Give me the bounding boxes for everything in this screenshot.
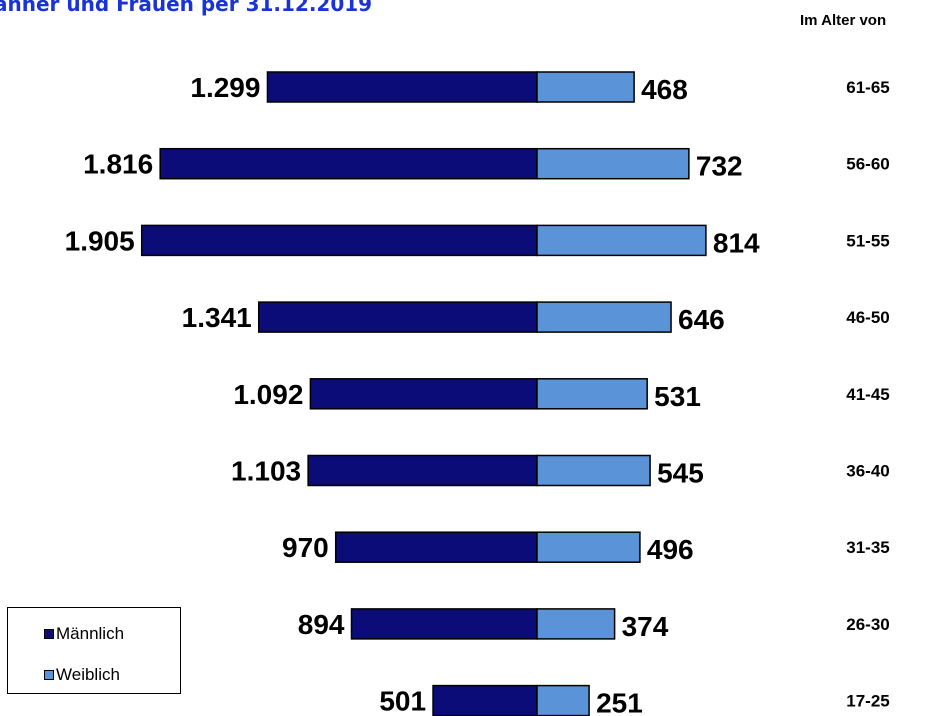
- legend-label-maennlich: Männlich: [56, 624, 125, 643]
- legend-item-maennlich: Männlich: [44, 624, 124, 644]
- bar-maennlich-31-35: [334, 531, 538, 563]
- value-label-maennlich-61-65: 1.299: [190, 72, 260, 103]
- bar-weiblich-36-40: [536, 454, 651, 487]
- bar-weiblich-46-50: [536, 301, 672, 333]
- bar-weiblich-61-65: [536, 71, 635, 103]
- category-label-26-30: 26-30: [846, 615, 889, 634]
- bar-weiblich-17-25: [536, 684, 590, 716]
- category-label-56-60: 56-60: [846, 155, 889, 174]
- value-label-weiblich-26-30: 374: [622, 611, 669, 642]
- category-label-17-25: 17-25: [846, 692, 889, 711]
- bar-weiblich-26-30: [536, 608, 616, 640]
- value-label-maennlich-31-35: 970: [282, 532, 329, 563]
- bar-maennlich-17-25: [432, 684, 538, 716]
- value-label-weiblich-46-50: 646: [678, 304, 725, 335]
- legend-swatch-maennlich: [44, 629, 54, 639]
- value-label-maennlich-51-55: 1.905: [65, 225, 135, 256]
- bar-maennlich-46-50: [257, 301, 538, 333]
- chart-title: änner und Frauen per 31.12.2019: [0, 0, 373, 16]
- category-label-51-55: 51-55: [846, 231, 889, 250]
- bar-maennlich-26-30: [350, 608, 538, 640]
- bar-maennlich-56-60: [159, 147, 538, 180]
- value-label-maennlich-46-50: 1.341: [182, 302, 252, 333]
- chart-legend: Männlich Weiblich: [7, 607, 181, 694]
- category-label-31-35: 31-35: [846, 538, 889, 557]
- bar-maennlich-61-65: [266, 71, 538, 103]
- category-label-36-40: 36-40: [846, 462, 889, 481]
- value-label-weiblich-51-55: 814: [713, 227, 760, 258]
- category-label-61-65: 61-65: [846, 78, 889, 97]
- category-label-46-50: 46-50: [846, 308, 889, 327]
- bar-weiblich-31-35: [536, 531, 641, 563]
- bar-maennlich-51-55: [140, 224, 538, 257]
- bar-weiblich-51-55: [536, 224, 707, 257]
- legend-label-weiblich: Weiblich: [56, 665, 120, 684]
- value-label-maennlich-56-60: 1.816: [83, 149, 153, 180]
- value-label-maennlich-41-45: 1.092: [233, 379, 303, 410]
- value-label-maennlich-26-30: 894: [298, 609, 345, 640]
- value-label-weiblich-31-35: 496: [647, 534, 694, 565]
- value-label-weiblich-61-65: 468: [641, 74, 688, 105]
- value-label-weiblich-56-60: 732: [696, 151, 743, 182]
- value-label-weiblich-36-40: 545: [657, 458, 704, 489]
- value-label-weiblich-17-25: 251: [596, 688, 643, 716]
- value-label-maennlich-17-25: 501: [379, 686, 426, 716]
- bar-maennlich-36-40: [307, 454, 538, 487]
- legend-item-weiblich: Weiblich: [44, 665, 120, 685]
- bar-maennlich-41-45: [309, 378, 538, 410]
- bar-weiblich-56-60: [536, 147, 690, 180]
- bar-weiblich-41-45: [536, 378, 648, 410]
- age-axis-header: Im Alter von: [800, 12, 887, 29]
- value-label-weiblich-41-45: 531: [654, 381, 701, 412]
- legend-swatch-weiblich: [44, 670, 54, 680]
- category-label-41-45: 41-45: [846, 385, 889, 404]
- value-label-maennlich-36-40: 1.103: [231, 456, 301, 487]
